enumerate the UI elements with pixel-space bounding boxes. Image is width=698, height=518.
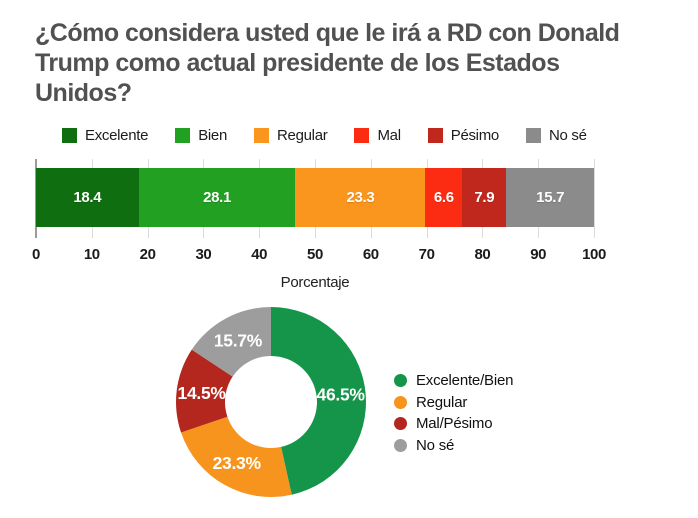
bar-segment-p-simo: 7.9 — [462, 168, 507, 227]
x-tick-70: 70 — [418, 246, 435, 263]
legend-label: Regular — [277, 127, 328, 144]
stacked-bar-plot-area: 18.4 28.1 23.3 6.6 7.9 15.7 — [35, 159, 595, 238]
x-axis-tick-labels: 0 10 20 30 40 50 60 70 80 90 100 — [32, 246, 606, 264]
stacked-bar: 18.4 28.1 23.3 6.6 7.9 15.7 — [36, 168, 594, 227]
x-tick-80: 80 — [474, 246, 491, 263]
donut-slice-excelente-bien — [271, 307, 366, 495]
donut-slice-regular — [181, 416, 292, 497]
donut-legend-item-0: Excelente/Bien — [394, 370, 513, 392]
legend-item-0: Excelente — [62, 127, 148, 144]
donut-slice-mal-p-simo — [176, 349, 233, 433]
bar-segment-mal: 6.6 — [425, 168, 463, 227]
bar-segment-value: 7.9 — [474, 189, 495, 206]
donut-legend-item-3: No sé — [394, 435, 513, 457]
legend-item-4: Pésimo — [427, 127, 500, 144]
legend-swatch — [427, 128, 443, 143]
gridline-100 — [594, 159, 595, 238]
x-tick-90: 90 — [530, 246, 547, 263]
bar-segment-bien: 28.1 — [138, 168, 296, 227]
x-tick-50: 50 — [307, 246, 323, 263]
donut-legend-marker — [394, 417, 407, 431]
legend-label: Excelente — [85, 127, 149, 144]
x-tick-20: 20 — [139, 246, 156, 263]
legend-label: No sé — [548, 127, 587, 144]
legend-swatch — [525, 128, 541, 143]
legend-swatch — [254, 128, 270, 143]
bar-segment-value: 18.4 — [73, 189, 102, 206]
x-tick-40: 40 — [251, 246, 268, 263]
donut-legend: Excelente/Bien Regular Mal/Pésimo No sé — [394, 370, 513, 456]
legend-label: Bien — [198, 127, 228, 144]
donut-value-label: 14.5% — [178, 383, 227, 403]
x-axis-title: Porcentaje — [280, 274, 350, 291]
bar-segment-value: 28.1 — [203, 189, 232, 206]
donut-value-label: 23.3% — [213, 453, 262, 473]
x-tick-0: 0 — [32, 246, 40, 263]
donut-legend-marker — [394, 374, 407, 388]
page-title: ¿Cómo considera usted que le irá a RD co… — [35, 19, 620, 107]
bar-segment-value: 15.7 — [536, 189, 565, 206]
x-tick-10: 10 — [83, 246, 100, 263]
donut-legend-marker — [394, 438, 407, 452]
x-tick-30: 30 — [195, 246, 212, 263]
legend-item-3: Mal — [354, 127, 401, 144]
donut-value-label: 46.5% — [317, 384, 366, 404]
legend-swatch — [354, 128, 370, 143]
legend-swatch — [62, 128, 77, 143]
x-tick-100: 100 — [582, 246, 606, 263]
donut-slice-no-s- — [191, 307, 271, 377]
donut-value-label: 15.7% — [214, 330, 263, 350]
donut-legend-label: Regular — [416, 393, 468, 411]
donut-legend-marker — [394, 395, 407, 409]
donut-legend-label: Mal/Pésimo — [416, 415, 493, 433]
legend-item-1: Bien — [175, 127, 227, 144]
bar-segment-regular: 23.3 — [295, 168, 426, 227]
legend-swatch — [175, 128, 191, 143]
legend-label: Pésimo — [450, 127, 500, 144]
bar-segment-excelente: 18.4 — [36, 168, 139, 227]
x-tick-60: 60 — [362, 246, 379, 263]
legend-item-2: Regular — [254, 127, 328, 144]
donut-legend-item-1: Regular — [394, 392, 513, 414]
legend-label: Mal — [377, 127, 401, 144]
donut-legend-label: No sé — [416, 436, 455, 454]
donut-legend-item-2: Mal/Pésimo — [394, 413, 513, 435]
bar-segment-value: 23.3 — [346, 189, 375, 206]
bar-chart-legend: Excelente Bien Regular Mal Pésimo No sé — [62, 127, 587, 144]
donut-legend-label: Excelente/Bien — [416, 372, 514, 390]
donut-chart: 46.5% 23.3% 14.5% 15.7% — [176, 307, 366, 497]
bar-segment-value: 6.6 — [433, 189, 454, 206]
legend-item-5: No sé — [525, 127, 587, 144]
bar-segment-no-s-: 15.7 — [506, 168, 594, 227]
